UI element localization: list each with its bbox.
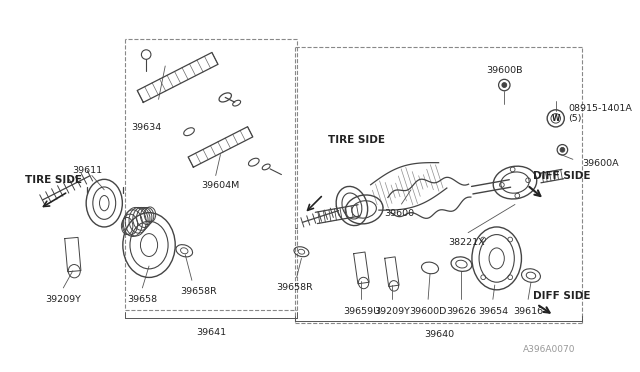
Text: 39600D: 39600D — [410, 307, 447, 316]
Text: DIFF SIDE: DIFF SIDE — [533, 292, 590, 301]
Text: A396A0070: A396A0070 — [523, 345, 575, 354]
Text: 39634: 39634 — [131, 124, 161, 132]
Text: 39658R: 39658R — [276, 283, 313, 292]
Text: 39641: 39641 — [196, 328, 226, 337]
Text: 08915-1401A: 08915-1401A — [568, 105, 632, 113]
Text: 39600B: 39600B — [486, 66, 522, 75]
Text: 39209Y: 39209Y — [45, 295, 81, 304]
Circle shape — [560, 147, 564, 152]
Text: 39600A: 39600A — [582, 158, 619, 168]
Text: TIRE SIDE: TIRE SIDE — [25, 175, 82, 185]
Text: 39604M: 39604M — [202, 180, 239, 190]
Text: (5): (5) — [568, 114, 582, 123]
Text: DIFF SIDE: DIFF SIDE — [533, 170, 590, 180]
Text: 39626: 39626 — [446, 307, 477, 316]
Text: 39616: 39616 — [513, 307, 543, 316]
Text: 39658R: 39658R — [180, 287, 217, 296]
Text: 38221X: 38221X — [448, 238, 484, 247]
Text: 39209Y: 39209Y — [374, 307, 410, 316]
Text: 39640: 39640 — [424, 330, 454, 339]
Text: 39611: 39611 — [72, 166, 102, 175]
Text: 39659U: 39659U — [343, 307, 380, 316]
Text: 39654: 39654 — [478, 307, 508, 316]
Text: 39658: 39658 — [127, 295, 157, 304]
Text: TIRE SIDE: TIRE SIDE — [328, 135, 385, 145]
Text: 39600: 39600 — [385, 209, 415, 218]
Text: W: W — [552, 114, 560, 123]
Circle shape — [502, 83, 507, 87]
